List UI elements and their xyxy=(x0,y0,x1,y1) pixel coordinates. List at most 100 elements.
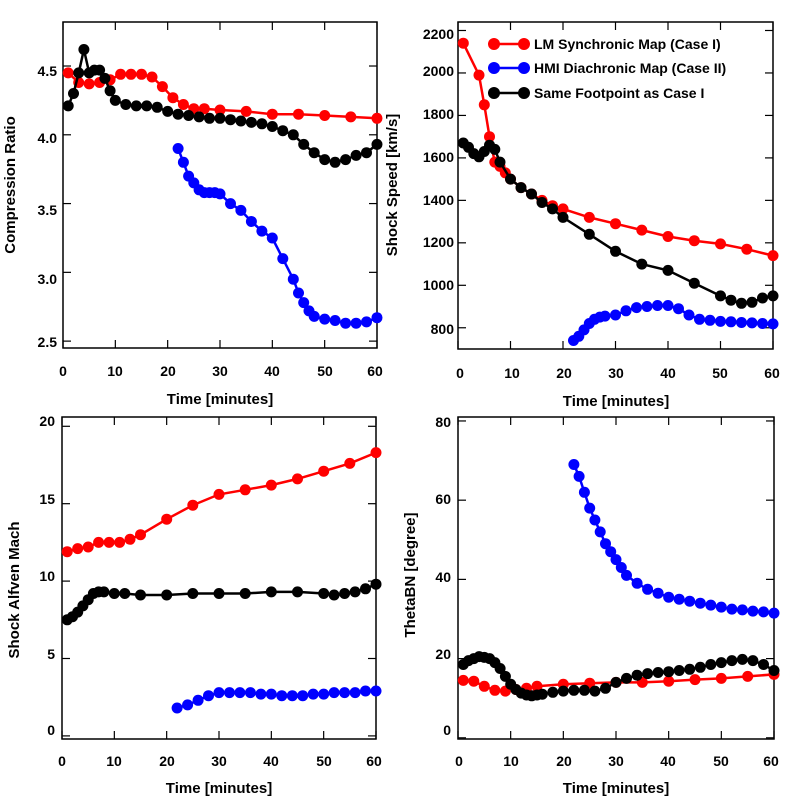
legend-marker xyxy=(488,38,500,50)
data-point xyxy=(329,156,341,168)
data-point xyxy=(742,670,754,682)
data-point xyxy=(214,104,226,116)
x-tick-label: 20 xyxy=(556,753,572,769)
data-point xyxy=(167,92,179,104)
data-point xyxy=(600,682,611,694)
data-point xyxy=(72,543,84,555)
data-point xyxy=(673,593,685,605)
data-point xyxy=(239,588,251,599)
data-point xyxy=(298,297,310,309)
x-tick-label: 30 xyxy=(211,753,227,769)
data-point xyxy=(652,300,663,311)
data-point xyxy=(547,686,559,698)
data-point xyxy=(747,655,759,667)
data-point xyxy=(578,684,590,696)
data-point xyxy=(119,588,131,599)
data-point xyxy=(726,603,738,615)
data-point xyxy=(736,604,748,616)
data-point xyxy=(183,110,195,121)
data-point xyxy=(78,44,90,55)
data-point xyxy=(489,143,501,155)
x-tick-label: 50 xyxy=(713,753,729,769)
data-point xyxy=(172,143,184,154)
x-tick-label: 10 xyxy=(503,753,519,769)
data-point xyxy=(457,674,469,686)
data-point xyxy=(245,216,257,227)
data-point xyxy=(98,586,110,598)
data-point xyxy=(349,586,361,598)
y-tick-label: 0 xyxy=(443,722,451,738)
data-point xyxy=(297,690,309,702)
legend-label: HMI Diachronic Map (Case II) xyxy=(534,60,726,76)
y-tick-label: 20 xyxy=(39,413,55,429)
legend-entry-hmi-diachronic: HMI Diachronic Map (Case II) xyxy=(488,60,726,76)
x-axis-title: Time [minutes] xyxy=(563,393,669,410)
data-point xyxy=(610,676,622,688)
data-point xyxy=(689,674,701,686)
data-point xyxy=(350,317,362,329)
data-point xyxy=(83,78,95,90)
y-tick-label: 1600 xyxy=(423,149,454,165)
data-point xyxy=(758,606,769,618)
data-point xyxy=(620,305,632,317)
data-point xyxy=(662,231,674,242)
data-point xyxy=(265,688,277,700)
legend-label: LM Synchronic Map (Case I) xyxy=(534,36,721,52)
data-point xyxy=(631,302,642,314)
data-point xyxy=(177,99,189,110)
y-tick-label: 1200 xyxy=(423,234,454,250)
data-point xyxy=(715,238,726,250)
legend-label: Same Footpoint as Case I xyxy=(534,85,704,101)
data-point xyxy=(468,675,480,687)
data-point xyxy=(526,188,537,200)
data-point xyxy=(688,277,700,289)
data-point xyxy=(287,129,299,141)
data-point xyxy=(114,536,126,548)
data-point xyxy=(235,115,247,127)
data-point xyxy=(746,296,758,308)
x-tick-label: 0 xyxy=(455,753,463,769)
y-tick-label: 1000 xyxy=(423,277,454,293)
data-point xyxy=(187,588,199,599)
data-point xyxy=(277,253,289,265)
legend-marker xyxy=(488,62,500,74)
data-point xyxy=(68,88,79,99)
data-point xyxy=(610,245,621,257)
data-point xyxy=(768,665,780,676)
x-axis-title: Time [minutes] xyxy=(166,780,272,797)
y-tick-label: 800 xyxy=(431,321,455,337)
data-point xyxy=(339,687,351,699)
data-point xyxy=(319,110,331,121)
data-point xyxy=(547,203,558,215)
data-point xyxy=(494,156,506,168)
data-point xyxy=(663,675,675,687)
data-point xyxy=(594,526,606,538)
data-point xyxy=(120,99,132,110)
data-point xyxy=(652,667,664,678)
data-point xyxy=(758,659,769,670)
data-point xyxy=(198,103,210,115)
data-point xyxy=(213,687,225,699)
y-axis-title: ThetaBN [degree] xyxy=(402,512,419,637)
series-2 xyxy=(568,300,779,346)
x-tick-label: 50 xyxy=(712,365,728,381)
data-point xyxy=(705,659,717,670)
data-point xyxy=(225,198,236,210)
y-tick-label: 20 xyxy=(435,646,451,662)
data-point xyxy=(192,694,204,706)
data-point xyxy=(688,235,700,247)
data-point xyxy=(360,685,371,697)
data-point xyxy=(286,690,298,702)
legend-marker xyxy=(518,62,530,74)
x-tick-label: 10 xyxy=(106,753,122,769)
data-point xyxy=(478,680,490,692)
data-point xyxy=(277,125,289,137)
data-point xyxy=(240,105,252,117)
x-tick-label: 60 xyxy=(763,753,779,769)
data-point xyxy=(182,699,194,711)
data-point xyxy=(225,114,236,126)
data-point xyxy=(124,533,136,545)
data-point xyxy=(478,99,490,111)
data-point xyxy=(276,690,288,702)
data-point xyxy=(349,687,361,699)
